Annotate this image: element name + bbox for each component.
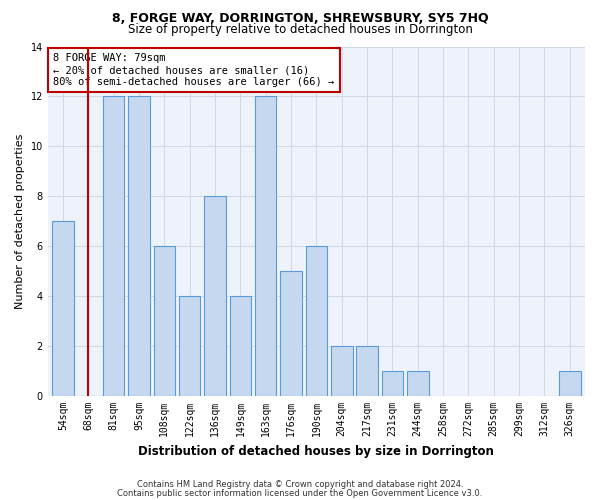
Bar <box>356 346 378 396</box>
Text: Contains HM Land Registry data © Crown copyright and database right 2024.: Contains HM Land Registry data © Crown c… <box>137 480 463 489</box>
Text: 8 FORGE WAY: 79sqm
← 20% of detached houses are smaller (16)
80% of semi-detache: 8 FORGE WAY: 79sqm ← 20% of detached hou… <box>53 54 334 86</box>
Y-axis label: Number of detached properties: Number of detached properties <box>15 134 25 309</box>
Bar <box>230 296 251 396</box>
Bar <box>382 371 403 396</box>
Text: Size of property relative to detached houses in Dorrington: Size of property relative to detached ho… <box>128 22 472 36</box>
Bar <box>331 346 353 396</box>
Text: Contains public sector information licensed under the Open Government Licence v3: Contains public sector information licen… <box>118 489 482 498</box>
Bar <box>559 371 581 396</box>
Bar <box>179 296 200 396</box>
Bar <box>128 96 150 396</box>
Bar <box>305 246 327 396</box>
Bar <box>255 96 277 396</box>
Bar <box>280 271 302 396</box>
Bar <box>103 96 124 396</box>
Text: 8, FORGE WAY, DORRINGTON, SHREWSBURY, SY5 7HQ: 8, FORGE WAY, DORRINGTON, SHREWSBURY, SY… <box>112 12 488 26</box>
Bar <box>407 371 428 396</box>
X-axis label: Distribution of detached houses by size in Dorrington: Distribution of detached houses by size … <box>139 444 494 458</box>
Bar <box>52 222 74 396</box>
Bar <box>204 196 226 396</box>
Bar <box>154 246 175 396</box>
